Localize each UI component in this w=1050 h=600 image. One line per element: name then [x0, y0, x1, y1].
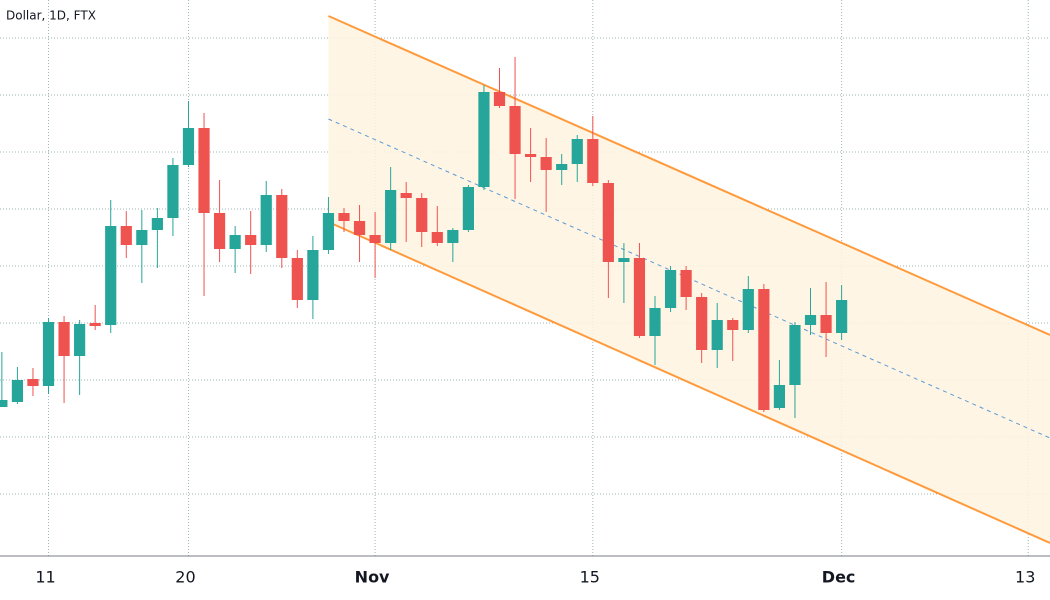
candle-body — [727, 320, 739, 330]
x-tick-label: 20 — [175, 568, 195, 587]
candle-body — [198, 128, 210, 213]
candle-body — [696, 297, 708, 350]
candle-body — [649, 308, 661, 336]
chart-title: Dollar, 1D, FTX — [6, 9, 96, 23]
candle-body — [213, 213, 226, 249]
candle-body — [369, 235, 381, 243]
candle-body — [664, 270, 677, 308]
candle-body — [571, 139, 583, 164]
candle-body — [74, 324, 86, 356]
candle-body — [525, 154, 537, 157]
candle-body — [556, 164, 568, 170]
candle-body — [260, 195, 272, 245]
candle-body — [493, 92, 506, 106]
candle-body — [820, 315, 832, 333]
candle-body — [462, 187, 474, 230]
candle-body — [58, 322, 70, 356]
x-tick-label: 11 — [35, 568, 55, 587]
candle-body — [11, 380, 24, 402]
candle-body — [136, 230, 148, 245]
candle-body — [0, 400, 8, 407]
candle-body — [120, 226, 132, 245]
channel-upper — [328, 15, 1050, 336]
candle-body — [836, 300, 848, 333]
candle-body — [322, 213, 335, 250]
candle-body — [338, 213, 350, 221]
candle-body — [618, 258, 630, 262]
candle-body — [742, 289, 754, 330]
x-tick-label: Dec — [822, 568, 856, 587]
candle-body — [245, 235, 257, 245]
candles — [0, 57, 848, 418]
candle-body — [42, 322, 55, 386]
candle-body — [789, 325, 801, 385]
candle-body — [431, 232, 443, 243]
candle-body — [758, 289, 770, 410]
candle-body — [773, 385, 786, 408]
candle-body — [229, 235, 241, 249]
candle-body — [151, 218, 163, 230]
channel-lower — [328, 221, 1050, 544]
candle-body — [291, 258, 303, 300]
candle-body — [478, 92, 490, 187]
candle-body — [276, 195, 288, 258]
x-axis: 11 20 Nov 15 Dec 13 — [35, 568, 1035, 587]
candle-body — [509, 106, 521, 154]
candle-body — [587, 139, 599, 183]
candle-body — [540, 157, 552, 170]
candle-body — [633, 258, 646, 336]
candle-body — [353, 221, 366, 235]
x-tick-label: Nov — [355, 568, 390, 587]
candle-body — [89, 323, 101, 326]
x-tick-label: 15 — [580, 568, 600, 587]
candle-body — [400, 193, 412, 198]
candle-body — [711, 320, 723, 350]
candle-body — [307, 250, 319, 300]
candle-body — [105, 226, 117, 325]
candle-body — [27, 379, 39, 386]
candle-body — [602, 183, 614, 262]
candle-body — [680, 270, 692, 297]
candle-body — [167, 165, 179, 218]
x-tick-label: 13 — [1015, 568, 1035, 587]
candle-body — [182, 128, 195, 165]
candle-body — [804, 315, 817, 325]
candle-body — [385, 190, 397, 243]
candle-body — [447, 230, 459, 243]
candle-body — [416, 198, 428, 232]
